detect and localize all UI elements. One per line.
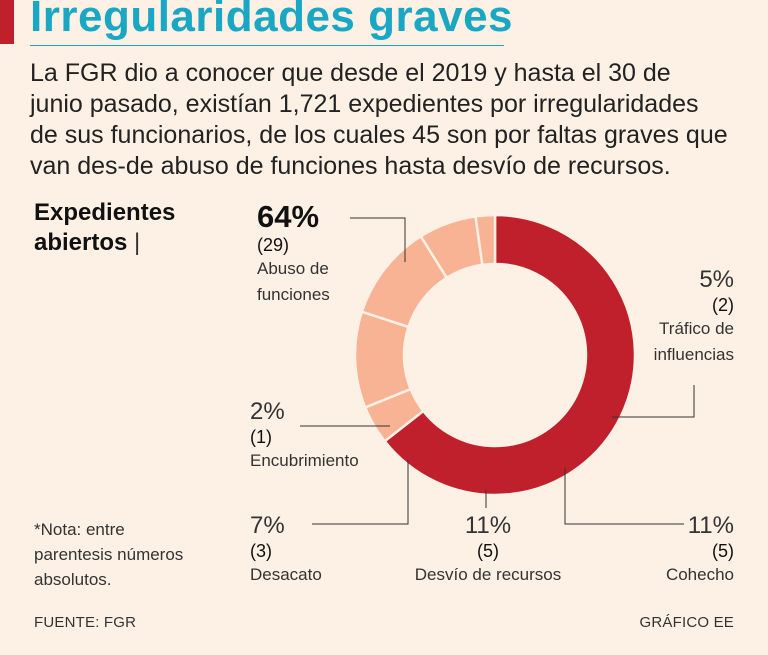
label-desvio-count: (5) xyxy=(477,541,499,561)
title-underline xyxy=(30,45,504,46)
label-trafico: 5% (2) Tráfico de influencias xyxy=(654,266,734,368)
leader-trafico xyxy=(612,385,695,418)
page-title: Irregularidades graves xyxy=(30,0,514,41)
source-credit: FUENTE: FGR xyxy=(34,614,137,631)
footnote-line2: parentesis números xyxy=(34,545,184,564)
label-trafico-name-2: influencias xyxy=(653,345,734,364)
label-cohecho-name: Cohecho xyxy=(665,565,734,584)
label-encubrimiento-count: (1) xyxy=(250,427,272,447)
label-abuso-name-2: funciones xyxy=(257,285,330,304)
label-cohecho-percent: 11% xyxy=(687,512,734,539)
section-title: Expedientes abiertos | xyxy=(34,198,175,258)
title-accent-bar xyxy=(0,0,14,44)
leader-abuso xyxy=(350,217,406,262)
label-abuso-count: (29) xyxy=(257,235,290,255)
section-title-word: abiertos xyxy=(34,229,128,256)
label-desacato-percent: 7% xyxy=(250,512,285,539)
graphic-credit: GRÁFICO EE xyxy=(639,614,734,631)
footnote-line1: *Nota: entre xyxy=(34,520,125,539)
intro-paragraph: La FGR dio a conocer que desde el 2019 y… xyxy=(30,59,728,180)
label-cohecho: 11% (5) Cohecho xyxy=(666,512,734,588)
label-desacato: 7% (3) Desacato xyxy=(250,512,322,588)
donut-slices xyxy=(353,213,637,497)
donut-slice-5 xyxy=(474,213,497,267)
leader-lines xyxy=(300,217,695,525)
section-title-line1: Expedientes xyxy=(34,199,176,226)
label-desvio: 11% (5) Desvío de recursos xyxy=(412,512,564,588)
label-trafico-count: (2) xyxy=(712,295,734,315)
footnote-line3: absolutos. xyxy=(34,570,112,589)
label-trafico-percent: 5% xyxy=(699,266,734,293)
leader-cohecho xyxy=(564,468,684,525)
label-abuso-name-1: Abuso de xyxy=(257,259,329,278)
label-desvio-name: Desvío de recursos xyxy=(414,565,562,584)
label-cohecho-count: (5) xyxy=(712,541,734,561)
footnote: *Nota: entre parentesis números absoluto… xyxy=(34,517,183,592)
section-title-bar: | xyxy=(134,229,141,256)
label-encubrimiento-name: Encubrimiento xyxy=(250,451,359,470)
label-abuso-percent: 64% xyxy=(257,199,320,234)
label-trafico-name-1: Tráfico de xyxy=(659,319,734,338)
label-abuso: 64% (29) Abuso de funciones xyxy=(257,200,330,308)
donut-slice-0 xyxy=(382,213,637,497)
leader-desacato xyxy=(312,460,409,525)
label-encubrimiento: 2% (1) Encubrimiento xyxy=(250,398,359,474)
label-desacato-count: (3) xyxy=(250,541,272,561)
label-desacato-name: Desacato xyxy=(250,565,322,584)
label-desvio-percent: 11% xyxy=(464,512,512,539)
section-title-line2: abiertos | xyxy=(34,228,175,258)
label-encubrimiento-percent: 2% xyxy=(250,398,285,425)
